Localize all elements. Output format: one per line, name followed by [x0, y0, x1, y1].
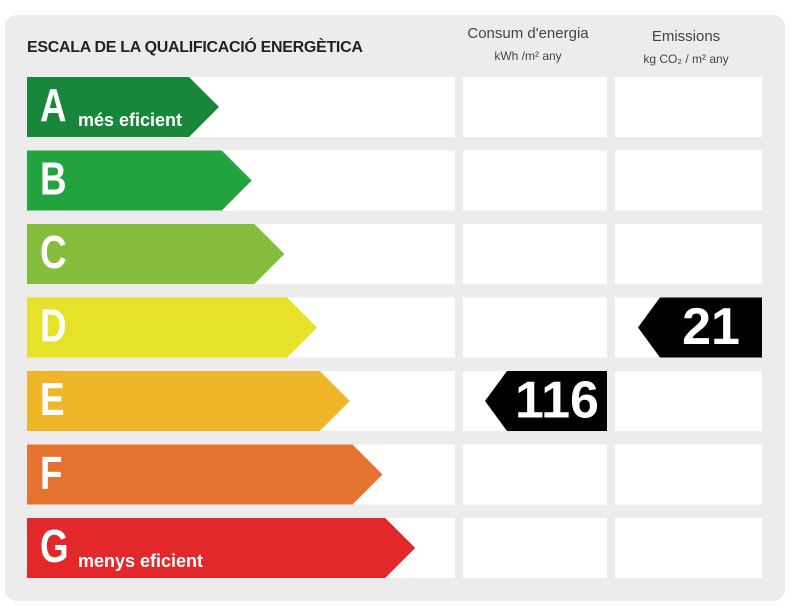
value-badge [485, 371, 607, 431]
rating-letter: E [40, 373, 65, 425]
cell [615, 77, 762, 137]
cell [615, 444, 762, 505]
cell [615, 518, 762, 578]
rating-letter: B [40, 153, 67, 205]
title: ESCALA DE LA QUALIFICACIÓ ENERGÈTICA [27, 37, 363, 56]
rating-arrow [27, 297, 318, 358]
cell [463, 224, 607, 284]
cell [463, 444, 607, 505]
rating-letter: D [40, 300, 67, 352]
rating-arrow [27, 518, 416, 578]
column-unit: kWh /m² any [494, 49, 561, 63]
cell [463, 297, 607, 358]
column-title: Consum d'energia [467, 25, 589, 42]
rating-letter: A [40, 79, 67, 131]
rating-arrow [27, 444, 383, 505]
cell [615, 150, 762, 211]
value-label: 116 [515, 372, 599, 430]
value-badge [638, 297, 762, 358]
cell [463, 518, 607, 578]
rating-arrow [27, 224, 285, 284]
rating-arrow [27, 77, 219, 137]
rating-label: més eficient [78, 110, 182, 130]
rating-letter: C [40, 226, 67, 278]
rating-arrow [27, 371, 350, 431]
cell [615, 224, 762, 284]
cell [463, 150, 607, 211]
rating-letter: F [40, 447, 62, 499]
value-label: 21 [682, 298, 740, 356]
rating-label: menys eficient [78, 551, 203, 571]
column-unit: kg CO₂ / m² any [643, 52, 728, 66]
cell [463, 77, 607, 137]
rating-arrow [27, 150, 252, 211]
rating-letter: G [40, 520, 69, 572]
cell [615, 371, 762, 431]
column-title: Emissions [652, 28, 720, 45]
